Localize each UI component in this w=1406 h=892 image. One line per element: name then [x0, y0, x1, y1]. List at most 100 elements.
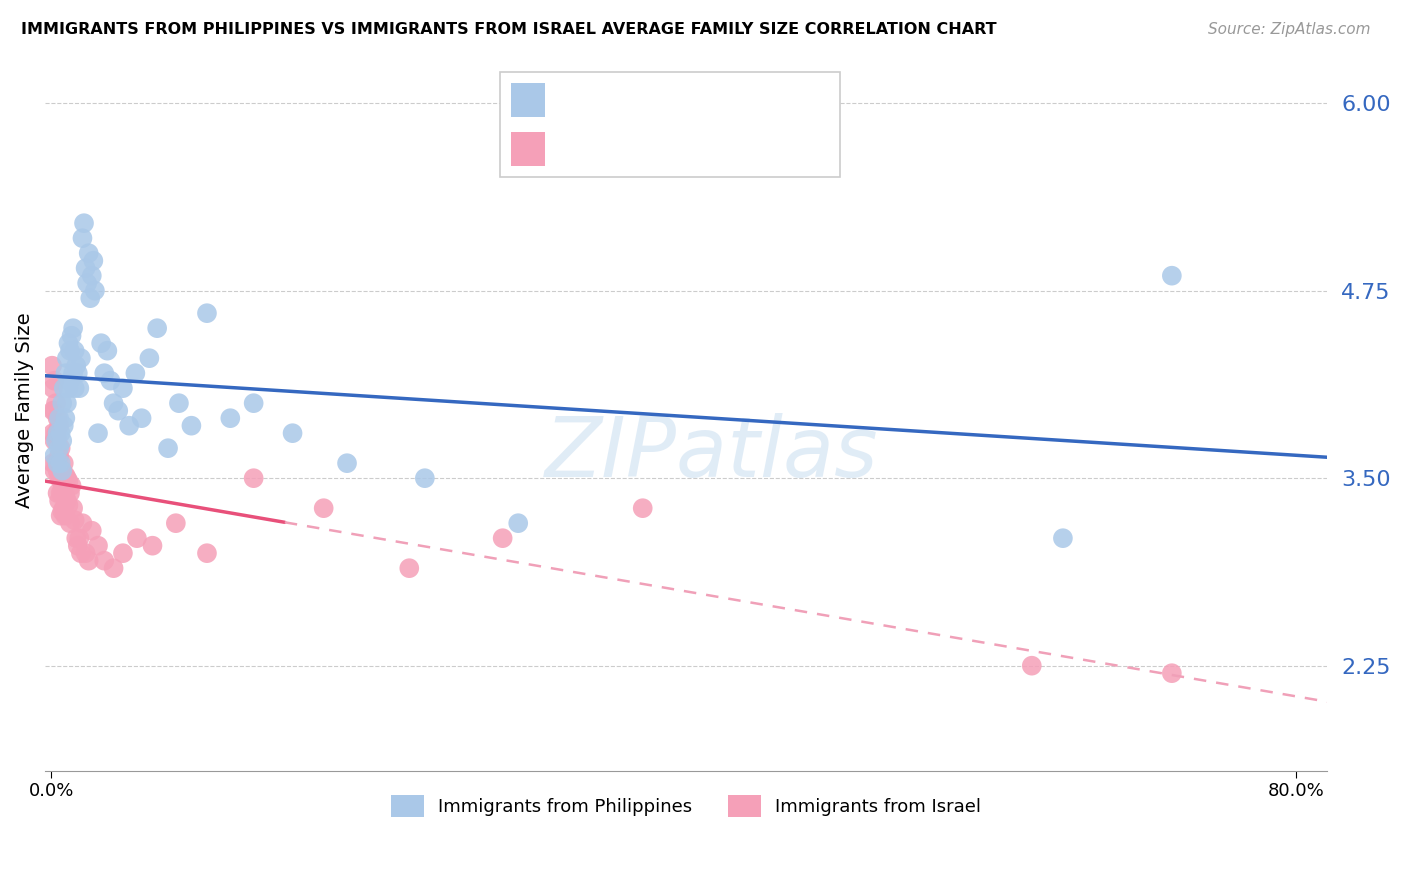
- Point: [1160, 268, 1182, 283]
- Point: [67, 381, 90, 395]
- Point: [52, 501, 75, 516]
- Point: [100, 374, 122, 388]
- Point: [77, 554, 100, 568]
- Point: [53, 489, 76, 503]
- Point: [93, 554, 115, 568]
- Point: [63, 343, 86, 358]
- Point: [46, 411, 69, 425]
- Point: [76, 276, 98, 290]
- Point: [167, 396, 190, 410]
- Text: ZIPatlas: ZIPatlas: [546, 413, 879, 494]
- Point: [66, 539, 89, 553]
- Point: [157, 441, 180, 455]
- Text: IMMIGRANTS FROM PHILIPPINES VS IMMIGRANTS FROM ISRAEL AVERAGE FAMILY SIZE CORREL: IMMIGRANTS FROM PHILIPPINES VS IMMIGRANT…: [21, 22, 997, 37]
- Point: [46, 486, 69, 500]
- Point: [49, 508, 72, 523]
- Point: [180, 418, 202, 433]
- Point: [52, 418, 75, 433]
- Point: [58, 381, 80, 395]
- Point: [48, 441, 70, 455]
- Point: [336, 456, 359, 470]
- Point: [75, 546, 97, 560]
- Point: [72, 231, 94, 245]
- Point: [51, 434, 73, 448]
- Point: [49, 464, 72, 478]
- Point: [146, 321, 169, 335]
- Point: [45, 426, 67, 441]
- Point: [59, 516, 82, 531]
- Y-axis label: Average Family Size: Average Family Size: [15, 313, 34, 508]
- Point: [48, 493, 70, 508]
- Point: [51, 483, 73, 498]
- Point: [44, 449, 66, 463]
- Point: [138, 351, 160, 366]
- Point: [165, 516, 187, 531]
- Point: [492, 531, 515, 545]
- Point: [87, 539, 110, 553]
- Point: [63, 513, 86, 527]
- Point: [60, 328, 83, 343]
- Point: [103, 561, 125, 575]
- Text: Source: ZipAtlas.com: Source: ZipAtlas.com: [1208, 22, 1371, 37]
- Point: [96, 343, 118, 358]
- Point: [77, 246, 100, 260]
- Point: [53, 366, 76, 380]
- Point: [59, 343, 82, 358]
- Point: [44, 374, 66, 388]
- Point: [67, 531, 90, 545]
- Point: [398, 561, 420, 575]
- Point: [103, 396, 125, 410]
- Point: [59, 486, 82, 500]
- Point: [124, 366, 146, 380]
- Point: [65, 531, 87, 545]
- Point: [53, 508, 76, 523]
- Point: [1052, 531, 1074, 545]
- Point: [62, 501, 84, 516]
- Point: [58, 336, 80, 351]
- Legend: Immigrants from Philippines, Immigrants from Israel: Immigrants from Philippines, Immigrants …: [382, 787, 990, 827]
- Point: [49, 441, 72, 455]
- Point: [111, 546, 134, 560]
- Point: [141, 539, 163, 553]
- Point: [46, 464, 69, 478]
- Point: [66, 366, 89, 380]
- Point: [48, 449, 70, 463]
- Point: [84, 284, 107, 298]
- Point: [52, 381, 75, 395]
- Point: [45, 396, 67, 410]
- Point: [48, 471, 70, 485]
- Point: [49, 456, 72, 470]
- Point: [42, 426, 65, 441]
- Point: [42, 456, 65, 470]
- Point: [62, 321, 84, 335]
- Point: [44, 403, 66, 417]
- Point: [56, 471, 79, 485]
- Point: [49, 426, 72, 441]
- Point: [51, 504, 73, 518]
- Point: [46, 434, 69, 448]
- Point: [70, 546, 93, 560]
- Point: [87, 426, 110, 441]
- Point: [1160, 666, 1182, 681]
- Point: [63, 381, 86, 395]
- Point: [281, 426, 304, 441]
- Point: [44, 464, 66, 478]
- Point: [41, 359, 63, 373]
- Point: [312, 501, 335, 516]
- Point: [107, 403, 129, 417]
- Point: [118, 418, 141, 433]
- Point: [93, 366, 115, 380]
- Point: [52, 456, 75, 470]
- Point: [42, 403, 65, 417]
- Point: [46, 426, 69, 441]
- Point: [631, 501, 654, 516]
- Point: [51, 464, 73, 478]
- Point: [49, 486, 72, 500]
- Point: [48, 418, 70, 433]
- Point: [195, 546, 218, 560]
- Point: [75, 261, 97, 276]
- Point: [82, 253, 104, 268]
- Point: [72, 516, 94, 531]
- Point: [242, 471, 264, 485]
- Point: [90, 336, 112, 351]
